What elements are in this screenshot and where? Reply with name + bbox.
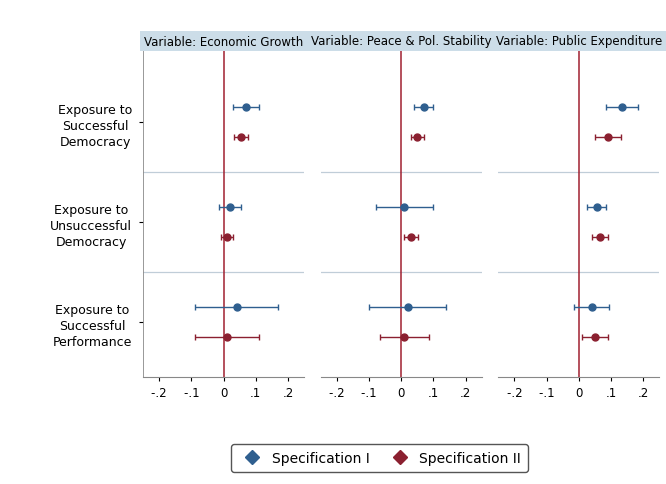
Text: Variable: Peace & Pol. Stability: Variable: Peace & Pol. Stability: [311, 35, 492, 48]
Text: Variable: Public Expenditure: Variable: Public Expenditure: [496, 35, 662, 48]
Legend: Specification I, Specification II: Specification I, Specification II: [231, 444, 528, 472]
Text: Variable: Economic Growth: Variable: Economic Growth: [144, 35, 303, 48]
